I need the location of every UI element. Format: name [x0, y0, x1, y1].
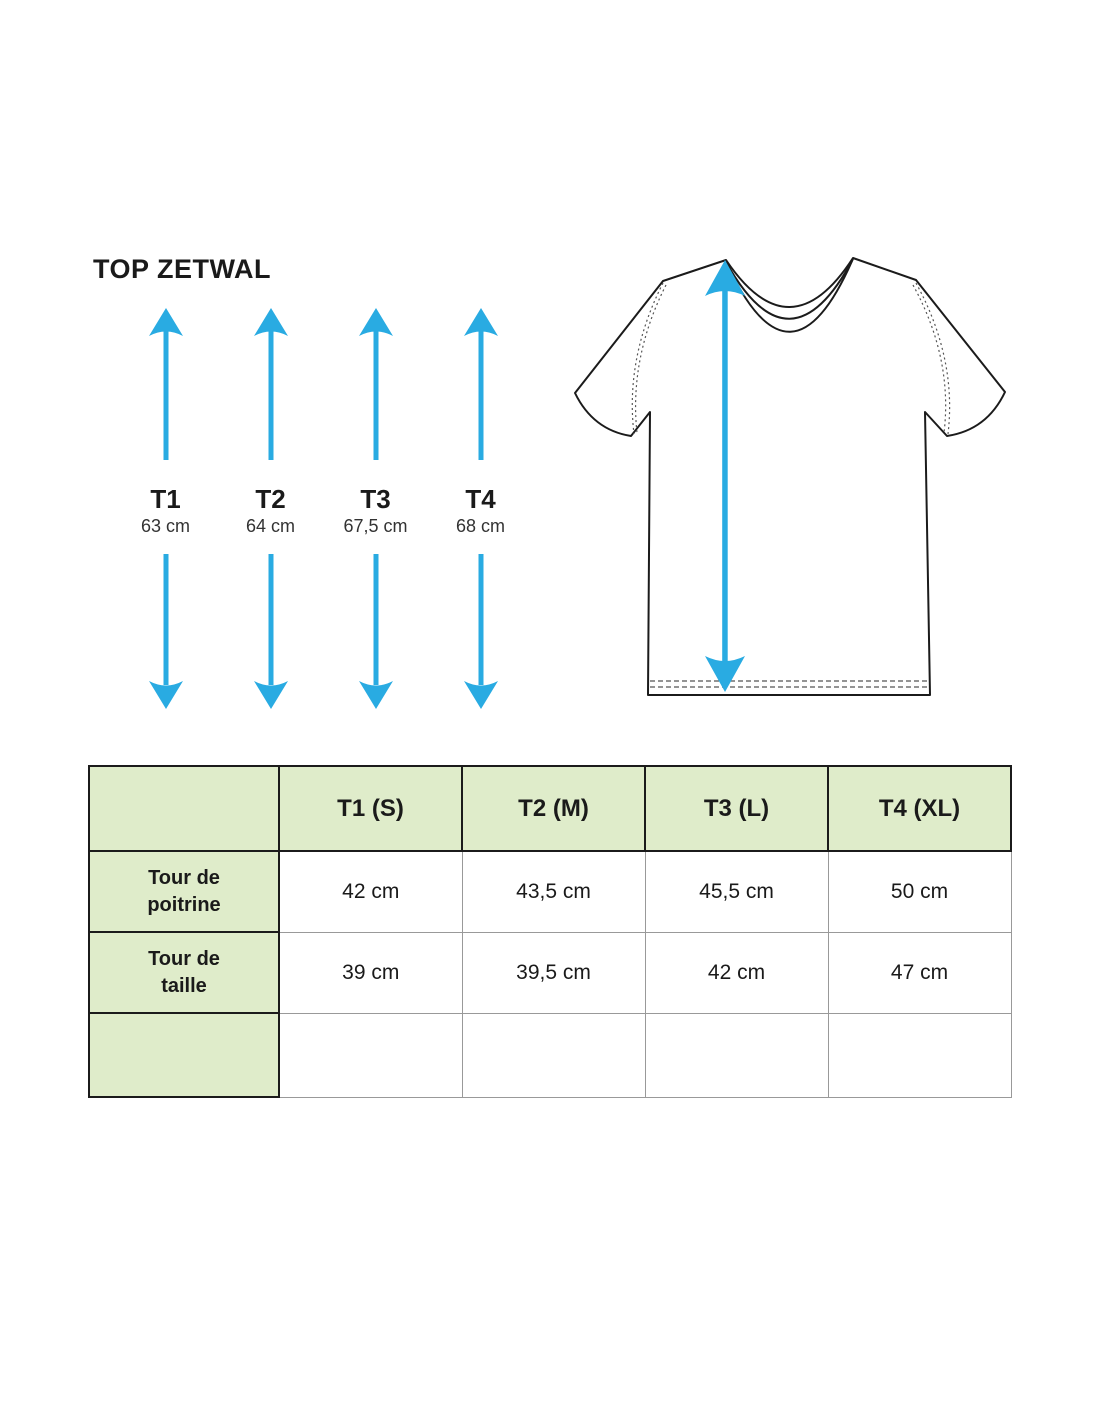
value-cell: [278, 1012, 463, 1098]
size-table-header-cell: T4 (XL): [827, 765, 1012, 852]
measurement-value: 68 cm: [455, 516, 506, 536]
value-cell: 47 cm: [827, 931, 1012, 1014]
measurement-value: 67,5 cm: [343, 516, 408, 536]
measurement-label: T1: [150, 484, 181, 514]
measurement-label: T4: [465, 484, 496, 514]
value-cell: 43,5 cm: [461, 850, 646, 933]
value-cell: 42 cm: [278, 850, 463, 933]
tshirt-illustration: [574, 257, 1006, 696]
value-cell: 39,5 cm: [461, 931, 646, 1014]
value-cell: [827, 1012, 1012, 1098]
value-cell: 42 cm: [644, 931, 829, 1014]
down-arrow-icon: [358, 554, 393, 709]
up-arrow-icon: [148, 308, 183, 460]
value-cell: [644, 1012, 829, 1098]
measurement-value: 63 cm: [140, 516, 191, 536]
measurement-arrow-column: T4 68 cm: [428, 308, 533, 709]
value-cell: 39 cm: [278, 931, 463, 1014]
row-label-cell: Tour de poitrine: [88, 850, 280, 933]
value-cell: [461, 1012, 646, 1098]
row-label-cell: [88, 1012, 280, 1098]
measurement-arrow-column: T1 63 cm: [113, 308, 218, 709]
up-arrow-icon: [253, 308, 288, 460]
size-table-header-cell: T3 (L): [644, 765, 829, 852]
measurement-value: 64 cm: [245, 516, 296, 536]
size-table-header-cell: T2 (M): [461, 765, 646, 852]
up-arrow-icon: [463, 308, 498, 460]
measurement-arrow-column: T2 64 cm: [218, 308, 323, 709]
down-arrow-icon: [148, 554, 183, 709]
up-arrow-icon: [358, 308, 393, 460]
down-arrow-icon: [463, 554, 498, 709]
measurement-arrow-column: T3 67,5 cm: [323, 308, 428, 709]
size-table-head-row: T1 (S) T2 (M) T3 (L) T4 (XL): [88, 765, 1012, 852]
size-table-header-cell: [88, 765, 280, 852]
down-arrow-icon: [253, 554, 288, 709]
measure-arrows: T1 63 cm T2 64 cm: [113, 308, 533, 709]
table-row: Tour de poitrine 42 cm 43,5 cm 45,5 cm 5…: [88, 850, 1012, 933]
length-arrow-icon: [705, 260, 745, 692]
size-table-body: Tour de poitrine 42 cm 43,5 cm 45,5 cm 5…: [88, 850, 1012, 1098]
row-label-cell: Tour de taille: [88, 931, 280, 1014]
measurement-label: T3: [360, 484, 391, 514]
value-cell: 45,5 cm: [644, 850, 829, 933]
value-cell: 50 cm: [827, 850, 1012, 933]
size-table: T1 (S) T2 (M) T3 (L) T4 (XL) Tour de poi…: [88, 765, 1012, 1098]
measurement-label: T2: [255, 484, 286, 514]
table-row: [88, 1012, 1012, 1098]
size-table-header-cell: T1 (S): [278, 765, 463, 852]
table-row: Tour de taille 39 cm 39,5 cm 42 cm 47 cm: [88, 931, 1012, 1014]
page-title: TOP ZETWAL: [93, 254, 272, 284]
tshirt-outline: [574, 257, 1006, 696]
